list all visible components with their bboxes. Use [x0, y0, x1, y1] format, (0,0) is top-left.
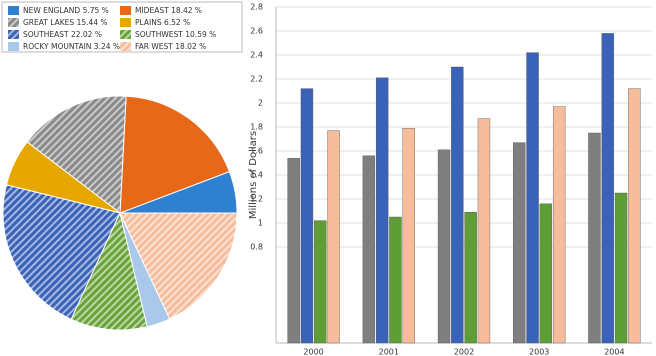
legend-name: MIDEAST [135, 6, 169, 15]
bar [464, 211, 477, 344]
bar [526, 52, 539, 344]
bar [614, 192, 628, 344]
legend-label: PLAINS 6.52 % [135, 18, 190, 27]
bar [601, 33, 614, 344]
legend-label: SOUTHEAST 22.02 % [23, 30, 102, 39]
legend-label: GREAT LAKES 15.44 % [23, 18, 108, 27]
bar [451, 66, 464, 344]
legend-value: 18.42 % [171, 6, 202, 15]
bar [437, 149, 451, 344]
legend-label: MIDEAST 18.42 % [135, 6, 202, 15]
y-tick-label: 1.6 [250, 147, 263, 156]
bar [314, 220, 327, 344]
legend-value: 18.02 % [175, 42, 206, 51]
pie-slice [70, 211, 148, 331]
y-tick-label: 1 [258, 219, 263, 228]
bar [375, 77, 389, 344]
legend-name: NEW ENGLAND [23, 6, 80, 15]
x-tick-label: 2002 [454, 348, 474, 356]
legend-swatch [8, 18, 19, 27]
pie-slice [26, 95, 127, 214]
y-tick-label: 2.6 [250, 27, 263, 36]
legend-swatch [120, 30, 131, 39]
y-tick-label: 1.2 [250, 195, 263, 204]
y-tick-label: 1.8 [250, 123, 263, 132]
y-tick-label: 2.2 [250, 75, 263, 84]
legend-name: FAR WEST [135, 42, 173, 51]
legend-value: 6.52 % [164, 18, 190, 27]
legend-swatch [8, 6, 19, 15]
bar [477, 118, 491, 344]
x-tick-label: 2000 [303, 348, 323, 356]
legend-label: NEW ENGLAND 5.75 % [23, 6, 109, 15]
y-axis-title: Millions of Dollars [248, 131, 259, 219]
legend-label: FAR WEST 18.02 % [135, 42, 206, 51]
legend-swatch [120, 42, 131, 51]
bar [287, 157, 300, 344]
legend-name: PLAINS [135, 18, 162, 27]
legend-swatch [8, 42, 19, 51]
y-tick-label: 2.4 [250, 51, 263, 60]
x-tick-label: 2001 [379, 348, 399, 356]
x-tick-label: 2003 [529, 348, 549, 356]
pie-slice [119, 212, 238, 320]
legend-value: 22.02 % [71, 30, 102, 39]
legend-swatch [8, 30, 19, 39]
legend-label: SOUTHWEST 10.59 % [135, 30, 216, 39]
bar [513, 142, 526, 344]
bar [402, 127, 415, 344]
y-tick-label: 1.4 [250, 171, 263, 180]
bar [552, 106, 566, 344]
legend-label: ROCKY MOUNTAIN 3.24 % [23, 42, 120, 51]
legend-name: GREAT LAKES [23, 18, 74, 27]
legend-swatch [120, 18, 131, 27]
bar [628, 88, 641, 344]
legend-swatch [120, 6, 131, 15]
bar [327, 130, 340, 344]
legend-value: 3.24 % [94, 42, 120, 51]
legend-name: SOUTHEAST [23, 30, 69, 39]
bar [362, 155, 376, 344]
pie-slice [2, 184, 121, 320]
legend-name: ROCKY MOUNTAIN [23, 42, 91, 51]
x-tick-label: 2004 [604, 348, 624, 356]
legend-value: 10.59 % [185, 30, 216, 39]
legend-name: SOUTHWEST [135, 30, 183, 39]
bar [588, 132, 601, 344]
legend-value: 15.44 % [77, 18, 108, 27]
pie-slice [119, 95, 231, 214]
y-tick-label: 0.8 [250, 243, 263, 252]
bar [539, 203, 553, 344]
legend-value: 5.75 % [83, 6, 109, 15]
y-tick-label: 2 [258, 99, 263, 108]
y-tick-label: 2.8 [250, 3, 263, 12]
bar [300, 88, 314, 344]
bar [389, 216, 402, 344]
